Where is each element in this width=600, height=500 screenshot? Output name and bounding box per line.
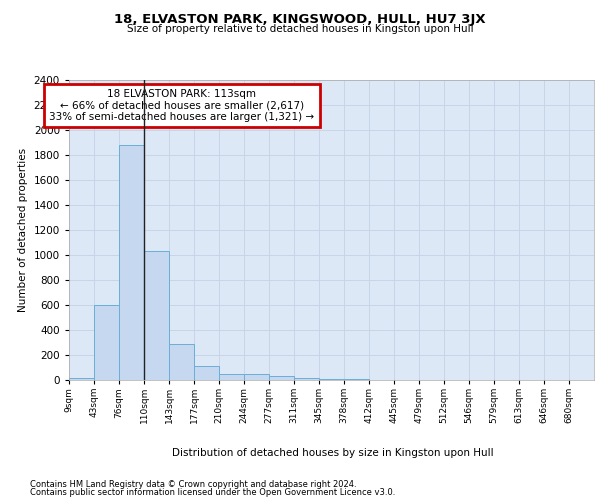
Text: Size of property relative to detached houses in Kingston upon Hull: Size of property relative to detached ho… — [127, 24, 473, 34]
Bar — [244, 374, 269, 380]
Bar — [169, 344, 194, 380]
Bar — [194, 366, 219, 380]
Text: Contains public sector information licensed under the Open Government Licence v3: Contains public sector information licen… — [30, 488, 395, 497]
Text: Contains HM Land Registry data © Crown copyright and database right 2024.: Contains HM Land Registry data © Crown c… — [30, 480, 356, 489]
Bar — [94, 305, 119, 380]
Text: Distribution of detached houses by size in Kingston upon Hull: Distribution of detached houses by size … — [172, 448, 494, 458]
Bar — [319, 379, 344, 380]
Bar — [144, 251, 169, 380]
Text: 18, ELVASTON PARK, KINGSWOOD, HULL, HU7 3JX: 18, ELVASTON PARK, KINGSWOOD, HULL, HU7 … — [114, 12, 486, 26]
Y-axis label: Number of detached properties: Number of detached properties — [18, 148, 28, 312]
Bar — [219, 374, 244, 380]
Bar — [69, 378, 94, 380]
Bar — [269, 376, 294, 380]
Bar — [119, 145, 144, 380]
Text: 18 ELVASTON PARK: 113sqm
← 66% of detached houses are smaller (2,617)
33% of sem: 18 ELVASTON PARK: 113sqm ← 66% of detach… — [49, 89, 314, 122]
Bar — [294, 378, 319, 380]
